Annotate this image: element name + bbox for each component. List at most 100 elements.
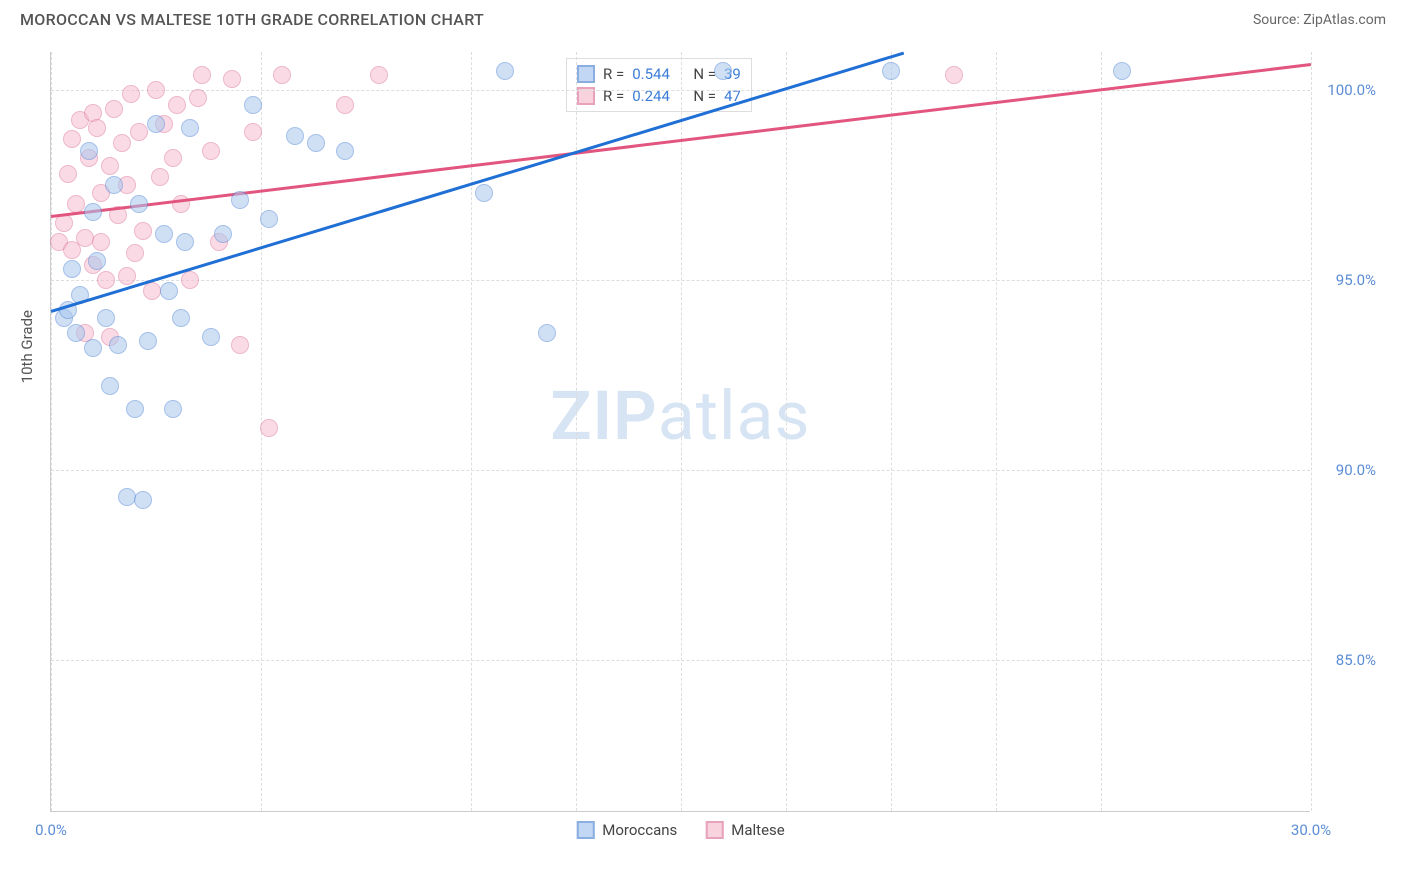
point-maltese xyxy=(143,282,161,300)
point-moroccans xyxy=(714,62,732,80)
scatter-chart: ZIPatlas R = 0.544 N = 39 R = 0.244 N = … xyxy=(50,52,1310,812)
point-maltese xyxy=(63,130,81,148)
point-maltese xyxy=(273,66,291,84)
gridline-v xyxy=(996,52,997,811)
legend-label-maltese: Maltese xyxy=(731,821,784,839)
point-maltese xyxy=(260,419,278,437)
chart-title: MOROCCAN VS MALTESE 10TH GRADE CORRELATI… xyxy=(20,10,484,29)
point-moroccans xyxy=(336,142,354,160)
r-value-moroccans: 0.544 xyxy=(632,65,670,83)
point-moroccans xyxy=(231,191,249,209)
y-tick-label: 85.0% xyxy=(1336,651,1376,669)
point-maltese xyxy=(223,70,241,88)
point-moroccans xyxy=(97,309,115,327)
y-tick-label: 95.0% xyxy=(1336,271,1376,289)
point-moroccans xyxy=(244,96,262,114)
y-tick-label: 90.0% xyxy=(1336,461,1376,479)
gridline-v xyxy=(681,52,682,811)
source-name: ZipAtlas.com xyxy=(1303,12,1386,28)
gridline-v xyxy=(1101,52,1102,811)
point-moroccans xyxy=(202,328,220,346)
point-maltese xyxy=(181,271,199,289)
source-prefix: Source: xyxy=(1253,12,1303,28)
point-maltese xyxy=(370,66,388,84)
point-maltese xyxy=(244,123,262,141)
point-moroccans xyxy=(88,252,106,270)
point-moroccans xyxy=(84,203,102,221)
point-moroccans xyxy=(80,142,98,160)
series-legend: Moroccans Maltese xyxy=(576,821,785,839)
point-moroccans xyxy=(126,400,144,418)
point-moroccans xyxy=(475,184,493,202)
point-maltese xyxy=(164,149,182,167)
point-moroccans xyxy=(1113,62,1131,80)
point-maltese xyxy=(101,157,119,175)
point-moroccans xyxy=(214,225,232,243)
point-moroccans xyxy=(109,336,127,354)
point-moroccans xyxy=(538,324,556,342)
point-moroccans xyxy=(164,400,182,418)
point-maltese xyxy=(151,168,169,186)
point-maltese xyxy=(945,66,963,84)
legend-item-moroccans: Moroccans xyxy=(576,821,677,839)
point-moroccans xyxy=(118,488,136,506)
point-moroccans xyxy=(176,233,194,251)
point-maltese xyxy=(130,123,148,141)
x-tick-label: 0.0% xyxy=(35,821,67,839)
point-moroccans xyxy=(155,225,173,243)
trendline-moroccans xyxy=(51,52,904,313)
chart-header: MOROCCAN VS MALTESE 10TH GRADE CORRELATI… xyxy=(0,0,1406,35)
y-tick-label: 100.0% xyxy=(1327,81,1376,99)
point-moroccans xyxy=(160,282,178,300)
point-maltese xyxy=(202,142,220,160)
point-maltese xyxy=(336,96,354,114)
point-moroccans xyxy=(101,377,119,395)
legend-item-maltese: Maltese xyxy=(705,821,784,839)
point-maltese xyxy=(76,229,94,247)
point-moroccans xyxy=(147,115,165,133)
point-moroccans xyxy=(496,62,514,80)
point-moroccans xyxy=(882,62,900,80)
point-moroccans xyxy=(172,309,190,327)
point-maltese xyxy=(147,81,165,99)
point-maltese xyxy=(193,66,211,84)
r-label: R = xyxy=(603,65,624,83)
point-moroccans xyxy=(260,210,278,228)
swatch-maltese-icon xyxy=(705,821,723,839)
legend-row-maltese: R = 0.244 N = 47 xyxy=(577,85,741,107)
point-maltese xyxy=(122,85,140,103)
point-maltese xyxy=(118,267,136,285)
gridline-v xyxy=(576,52,577,811)
swatch-moroccans xyxy=(577,65,595,83)
point-maltese xyxy=(134,222,152,240)
point-maltese xyxy=(92,233,110,251)
point-moroccans xyxy=(130,195,148,213)
point-maltese xyxy=(59,165,77,183)
point-maltese xyxy=(168,96,186,114)
legend-label-moroccans: Moroccans xyxy=(602,821,677,839)
watermark-zip: ZIP xyxy=(550,376,657,456)
point-moroccans xyxy=(63,260,81,278)
point-maltese xyxy=(231,336,249,354)
swatch-moroccans-icon xyxy=(576,821,594,839)
gridline-v xyxy=(891,52,892,811)
gridline-v xyxy=(786,52,787,811)
point-maltese xyxy=(126,244,144,262)
point-maltese xyxy=(88,119,106,137)
point-maltese xyxy=(189,89,207,107)
gridline-v xyxy=(51,52,52,811)
point-moroccans xyxy=(134,491,152,509)
point-maltese xyxy=(113,134,131,152)
point-moroccans xyxy=(286,127,304,145)
source-attribution: Source: ZipAtlas.com xyxy=(1253,12,1386,28)
point-moroccans xyxy=(84,339,102,357)
point-moroccans xyxy=(105,176,123,194)
n-label: N = xyxy=(693,65,716,83)
point-moroccans xyxy=(181,119,199,137)
y-axis-title: 10th Grade xyxy=(18,310,36,383)
point-maltese xyxy=(97,271,115,289)
point-moroccans xyxy=(67,324,85,342)
x-tick-label: 30.0% xyxy=(1291,821,1331,839)
point-maltese xyxy=(105,100,123,118)
point-moroccans xyxy=(307,134,325,152)
